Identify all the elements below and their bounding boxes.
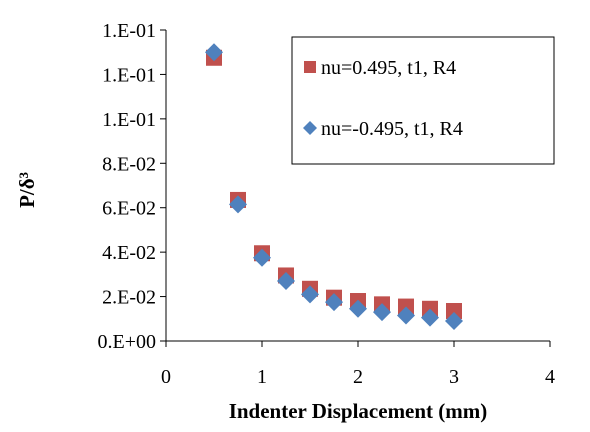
x-axis-title: Indenter Displacement (mm) [229,399,488,423]
x-tick-label: 3 [449,366,459,388]
y-tick-label: 6.E-02 [102,198,156,220]
data-point-series-2 [253,248,271,267]
y-tick-label: 4.E-02 [102,242,156,264]
data-point-series-2 [277,272,295,291]
legend-label-series-1: nu=0.495, t1, R4 [321,57,456,79]
y-axis-title: P/δ³ [15,172,39,208]
x-tick-label: 0 [161,366,171,388]
x-tick-label: 4 [545,366,555,388]
data-point-series-2 [229,195,247,214]
data-point-series-2 [349,299,367,318]
legend-box [291,36,555,165]
legend-marker-diamond [303,121,317,135]
y-tick-label: 1.E-01 [102,20,156,42]
data-point-series-2 [421,308,439,327]
data-point-series-2 [301,285,319,304]
data-point-series-2 [445,312,463,331]
data-point-series-2 [325,293,343,312]
data-point-series-2 [205,43,223,62]
data-point-series-2 [373,303,391,322]
legend-label-series-2: nu=-0.495, t1, R4 [321,118,463,140]
y-tick-label: 8.E-02 [102,153,156,175]
y-tick-label: 1.E-01 [102,109,156,131]
y-tick-label: 2.E-02 [102,287,156,309]
legend: nu=0.495, t1, R4 nu=-0.495, t1, R4 [291,36,555,165]
y-tick-label: 0.E+00 [98,331,157,353]
data-point-series-1 [446,303,462,320]
x-tick-label: 1 [257,366,267,388]
y-tick-label: 1.E-01 [102,64,156,86]
x-tick-label: 2 [353,366,363,388]
legend-marker-square [304,61,316,73]
data-point-series-2 [397,306,415,325]
